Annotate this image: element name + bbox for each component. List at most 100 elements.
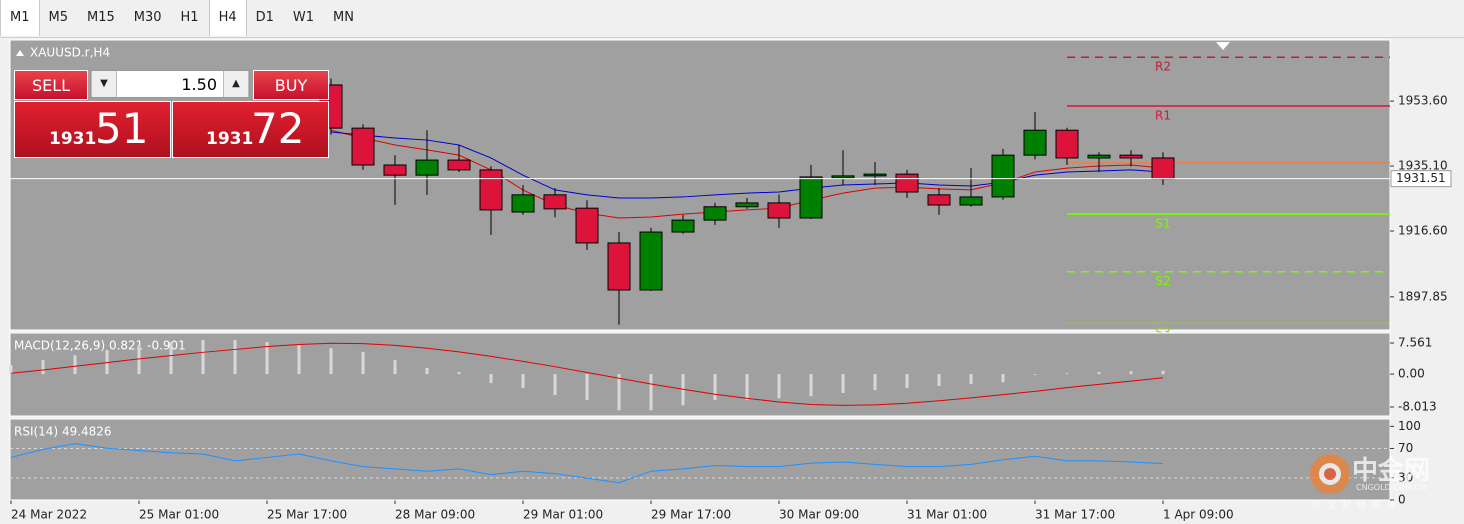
x-tick-label: 1 Apr 09:00: [1163, 508, 1234, 522]
timeframe-button[interactable]: M30: [133, 10, 162, 25]
histogram-bar: [1001, 374, 1005, 383]
candle-body: [1151, 157, 1175, 180]
x-tick-label: 29 Mar 01:00: [523, 508, 603, 522]
ask-price[interactable]: 1931 72: [172, 101, 329, 158]
timeframe-button[interactable]: M1: [0, 0, 40, 36]
candle-body: [639, 231, 663, 291]
bid-small: 51: [95, 104, 149, 153]
histogram-bar: [969, 374, 973, 384]
timeframe-button[interactable]: H4: [208, 0, 247, 36]
candle-body: [1087, 154, 1111, 159]
histogram-bar: [937, 374, 941, 387]
lot-decrease[interactable]: ▼: [91, 71, 117, 97]
candle-body: [767, 202, 791, 219]
candle-body: [447, 159, 471, 171]
lot-input[interactable]: ▼ 1.50 ▲: [90, 70, 250, 98]
time-axis-bg: [0, 500, 1464, 524]
bid-big: 1931: [49, 129, 97, 149]
histogram-bar: [745, 374, 749, 400]
pivot-label: R2: [1155, 60, 1171, 74]
histogram-bar: [841, 374, 845, 393]
histogram-bar: [1065, 373, 1069, 375]
candle-body: [735, 202, 759, 208]
histogram-bar: [489, 374, 493, 384]
histogram-bar: [361, 351, 365, 375]
histogram-bar: [393, 360, 397, 375]
candle-body: [927, 194, 951, 206]
histogram-bar: [521, 374, 525, 389]
timeframe-button[interactable]: W1: [292, 10, 315, 25]
histogram-bar: [9, 365, 13, 375]
lot-increase[interactable]: ▲: [223, 71, 249, 97]
candle-body: [383, 164, 407, 176]
y-tick-label: 0.00: [1398, 367, 1425, 381]
candle-body: [351, 127, 375, 166]
timeframe-toolbar: M1 M5 M15 M30 H1 H4 D1 W1 MN: [0, 0, 1464, 38]
x-tick-label: 31 Mar 17:00: [1035, 508, 1115, 522]
timeframe-button[interactable]: M5: [48, 10, 69, 25]
candle-body: [1055, 129, 1079, 159]
candle-body: [607, 242, 631, 291]
watermark-logo: [1310, 454, 1350, 494]
watermark: 中金网 CNGOLD.COM.CN 中文财经媒体: [1306, 448, 1456, 511]
signal-line: [10, 342, 1164, 406]
candle-body: [799, 176, 823, 219]
candle-body: [703, 206, 727, 221]
timeframe-button[interactable]: MN: [333, 10, 354, 25]
x-tick-label: 31 Mar 01:00: [907, 508, 987, 522]
histogram-bar: [777, 374, 781, 399]
x-tick-label: 28 Mar 09:00: [395, 508, 475, 522]
histogram-bar: [73, 355, 77, 375]
timeframe-button[interactable]: D1: [255, 10, 274, 25]
candle-body: [959, 196, 983, 206]
histogram-bar: [425, 367, 429, 375]
histogram-bar: [713, 374, 717, 400]
histogram-bar: [809, 374, 813, 397]
x-tick-label: 25 Mar 17:00: [267, 508, 347, 522]
x-tick-label: 24 Mar 2022: [11, 508, 87, 522]
candle-body: [543, 194, 567, 210]
candle-body: [991, 154, 1015, 198]
buy-button[interactable]: BUY: [253, 70, 329, 100]
x-tick-label: 29 Mar 17:00: [651, 508, 731, 522]
y-tick-label: 30: [1398, 470, 1413, 484]
y-tick-label: 1897.85: [1398, 289, 1448, 303]
shift-marker: [1216, 42, 1230, 50]
ask-small: 72: [251, 104, 305, 153]
price-axis-bg: [1390, 38, 1464, 524]
candle-body: [575, 207, 599, 244]
panel-bg: [9, 332, 1391, 417]
candle-body: [415, 159, 439, 176]
histogram-bar: [649, 374, 653, 411]
panel-bg: [9, 418, 1391, 501]
candle-body: [863, 173, 887, 177]
timeframe-button[interactable]: M15: [87, 10, 115, 25]
pivot-label: S2: [1155, 274, 1170, 288]
ask-big: 1931: [206, 129, 254, 149]
y-tick-label: 1935.10: [1398, 159, 1448, 173]
sell-button[interactable]: SELL: [14, 70, 88, 100]
histogram-bar: [137, 344, 141, 375]
title-arrow: [16, 50, 24, 56]
panel-title: XAUUSD.r,H4: [30, 46, 110, 60]
y-tick-label: 70: [1398, 441, 1413, 455]
rsi-line: [10, 443, 1164, 484]
histogram-bar: [617, 374, 621, 411]
x-tick-label: 25 Mar 01:00: [139, 508, 219, 522]
histogram-bar: [169, 342, 173, 375]
histogram-bar: [905, 374, 909, 389]
watermark-name: 中金网: [1352, 456, 1431, 486]
y-tick-label: 0: [1398, 493, 1406, 507]
histogram-bar: [233, 339, 237, 375]
bid-price[interactable]: 1931 51: [14, 101, 171, 158]
timeframe-button[interactable]: H1: [180, 10, 199, 25]
histogram-bar: [1097, 372, 1101, 375]
histogram-bar: [1129, 371, 1133, 375]
candle-body: [511, 194, 535, 213]
current-price-box: [1390, 170, 1452, 188]
lot-value: 1.50: [181, 75, 217, 94]
y-tick-label: 1953.60: [1398, 94, 1448, 108]
panel-title: RSI(14) 49.4826: [14, 425, 112, 439]
histogram-bar: [873, 374, 877, 391]
histogram-bar: [553, 374, 557, 396]
